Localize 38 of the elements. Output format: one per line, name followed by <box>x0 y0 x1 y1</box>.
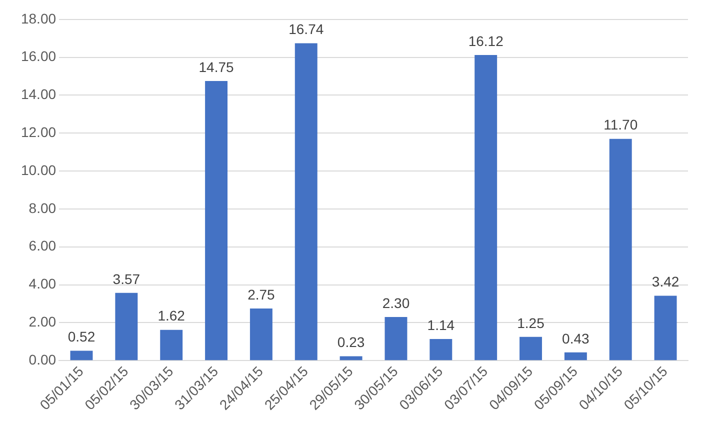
data-label: 0.52 <box>68 328 96 345</box>
bar <box>250 308 272 360</box>
bar <box>384 316 408 360</box>
bar <box>294 43 318 360</box>
data-label: 1.62 <box>158 308 186 324</box>
y-tick-label: 14.00 <box>20 86 56 102</box>
data-label: 0.43 <box>562 330 590 346</box>
bar <box>70 350 93 360</box>
bar <box>474 55 498 360</box>
data-label: 0.23 <box>337 334 365 350</box>
y-tick-label: 0.00 <box>28 351 56 368</box>
bar <box>160 330 183 360</box>
y-tick-label: 10.00 <box>20 162 56 178</box>
data-label: 2.75 <box>248 286 276 302</box>
data-label: 1.25 <box>517 314 545 331</box>
bar <box>430 338 452 360</box>
data-label: 3.42 <box>652 274 680 290</box>
y-tick-label: 2.00 <box>28 314 56 330</box>
bar <box>340 356 362 360</box>
y-tick-label: 18.00 <box>20 10 56 26</box>
bar <box>205 81 228 360</box>
data-label: 16.12 <box>468 32 504 49</box>
data-label: 2.30 <box>382 294 410 311</box>
y-tick-label: 16.00 <box>20 48 56 64</box>
data-label: 1.14 <box>427 316 455 333</box>
bar <box>115 292 138 360</box>
y-tick-label: 12.00 <box>20 124 56 140</box>
bar <box>654 296 677 360</box>
data-label: 3.57 <box>112 270 140 287</box>
y-tick-label: 8.00 <box>28 200 56 216</box>
data-label: 11.70 <box>604 116 638 133</box>
y-tick-label: 4.00 <box>28 276 56 292</box>
data-label: 14.75 <box>198 58 234 75</box>
data-label: 16.74 <box>288 21 324 38</box>
y-tick-label: 6.00 <box>28 238 56 254</box>
bar <box>564 352 587 360</box>
bar <box>520 336 542 360</box>
bar <box>609 138 632 360</box>
